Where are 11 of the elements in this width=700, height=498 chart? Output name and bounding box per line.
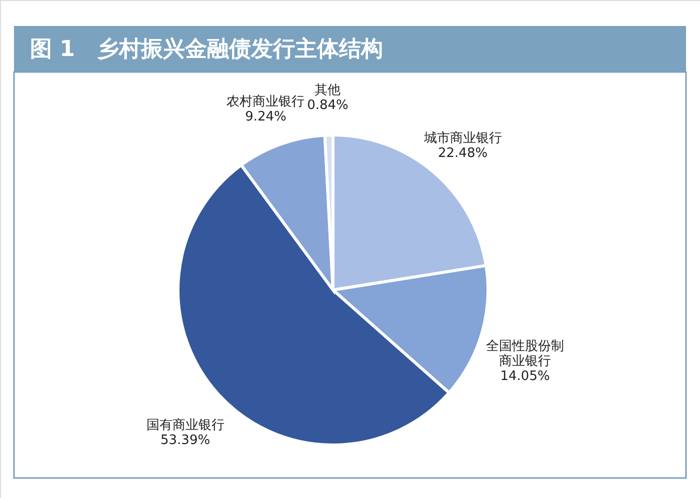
slice-label: 全国性股份制商业银行 — [486, 338, 564, 369]
data-label: 14.05% — [500, 368, 550, 384]
slice-label: 其他 — [314, 83, 341, 98]
data-label: 9.24% — [245, 110, 286, 125]
data-label: 22.48% — [438, 146, 488, 161]
slice-label: 国有商业银行 — [146, 418, 224, 433]
data-label: 0.84% — [307, 98, 348, 114]
data-label: 53.39% — [160, 432, 210, 448]
slice-label: 城市商业银行 — [422, 130, 502, 146]
chart-title: 图 1 乡村振兴金融债发行主体结构 — [30, 36, 383, 62]
slice-label: 农村商业银行 — [226, 94, 305, 110]
